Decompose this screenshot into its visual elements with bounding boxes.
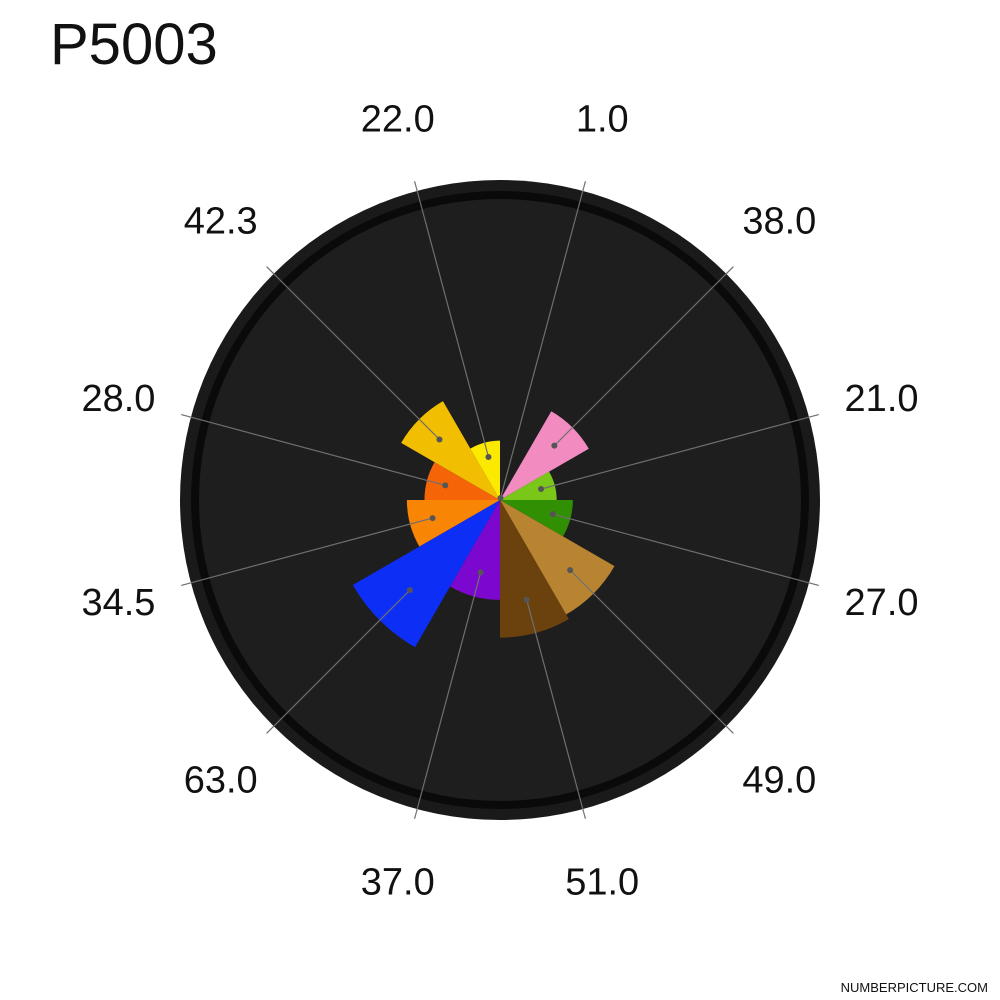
- value-label-8: 34.5: [81, 582, 155, 624]
- footer-brand: NUMBERPICTURE.COM: [841, 980, 988, 995]
- sector-5: [500, 500, 569, 638]
- value-label-2: 21.0: [845, 378, 919, 420]
- leader-line-5: [526, 599, 586, 819]
- value-label-6: 37.0: [361, 862, 435, 904]
- leader-line-1: [553, 266, 734, 447]
- leader-dot-0: [497, 495, 504, 502]
- leader-dot-10: [436, 436, 443, 443]
- leader-dot-6: [477, 569, 484, 576]
- sector-8: [406, 500, 500, 547]
- value-label-1: 38.0: [742, 201, 816, 243]
- sector-2: [500, 471, 557, 500]
- leader-dot-11: [485, 453, 492, 460]
- leader-dot-8: [429, 515, 436, 522]
- sector-3: [500, 500, 573, 537]
- leader-dot-5: [523, 596, 530, 603]
- leader-dot-7: [406, 587, 413, 594]
- value-label-0: 1.0: [576, 98, 629, 140]
- leader-line-11: [414, 181, 490, 458]
- leader-line-4: [569, 569, 734, 734]
- value-label-3: 27.0: [845, 582, 919, 624]
- leader-line-10: [266, 266, 440, 440]
- leader-dot-9: [442, 482, 449, 489]
- leader-lines-group: [181, 181, 819, 819]
- leader-dot-2: [538, 486, 545, 493]
- value-label-7: 63.0: [184, 759, 258, 801]
- sector-9: [424, 462, 500, 500]
- leader-line-7: [266, 589, 411, 734]
- leader-line-6: [414, 572, 482, 819]
- value-label-5: 51.0: [565, 862, 639, 904]
- leader-line-9: [181, 414, 446, 486]
- leader-line-3: [552, 513, 819, 586]
- leader-line-0: [499, 181, 586, 499]
- value-label-11: 22.0: [361, 98, 435, 140]
- leader-dot-4: [567, 567, 574, 574]
- value-label-4: 49.0: [742, 759, 816, 801]
- sector-6: [450, 500, 500, 600]
- leader-line-2: [540, 414, 819, 490]
- value-label-10: 42.3: [184, 201, 258, 243]
- value-label-9: 28.0: [81, 378, 155, 420]
- sector-11: [470, 440, 500, 500]
- value-labels-group: 1.0 38.0 21.0 27.0 49.0 51.0 37.0 63.0 34.5 28.0 4…: [81, 98, 918, 903]
- leader-dot-1: [551, 442, 558, 449]
- leader-dot-3: [549, 511, 556, 518]
- leader-line-8: [181, 517, 433, 586]
- chart-title: P5003: [50, 12, 218, 77]
